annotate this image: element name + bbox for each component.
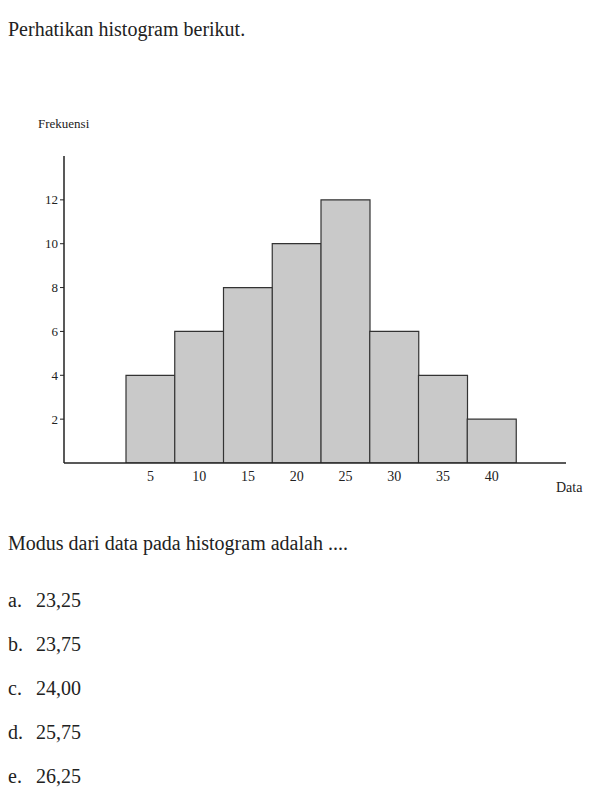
html-text:Perhatikan histogram berikut.: Perhatikan histogram berikut. [8,18,246,40]
html-text:23,25: 23,25 [36,588,81,611]
html-text:d.: d. [8,720,23,743]
svg-text:25: 25 [338,469,352,484]
html-text:23,75: 23,75 [36,632,81,655]
html-text:a.: a. [8,588,22,611]
html-text:24,00: 24,00 [36,676,81,699]
svg-text:30: 30 [387,469,401,484]
html-text:Data: Data [556,480,583,495]
html-text:Frekuensi: Frekuensi [38,116,90,131]
svg-text:40: 40 [485,469,499,484]
svg-text:5: 5 [147,469,154,484]
svg-text:15: 15 [241,469,255,484]
svg-text:6: 6 [52,324,59,339]
svg-text:10: 10 [45,236,58,251]
html-text:Modus dari data pada histogram: Modus dari data pada histogram adalah ..… [8,532,348,554]
html-text:b.: b. [8,632,23,655]
svg-text:4: 4 [52,368,59,383]
svg-text:8: 8 [52,280,59,295]
svg-text:10: 10 [192,469,206,484]
html-text:25,75: 25,75 [36,720,81,743]
html-text:e.: e. [8,764,22,787]
svg-text:12: 12 [45,192,58,207]
svg-text:2: 2 [52,412,59,427]
svg-text:20: 20 [290,469,304,484]
html-text:c.: c. [8,676,22,699]
svg-text:35: 35 [436,469,450,484]
html-text:26,25: 26,25 [36,764,81,787]
